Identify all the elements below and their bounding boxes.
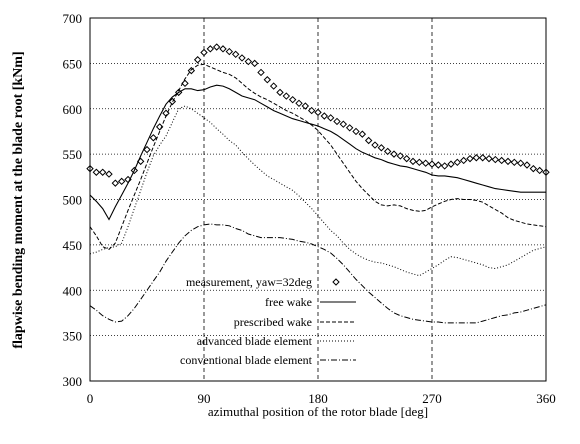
x-tick-label: 270 [422,391,442,406]
measurement-point [390,150,398,158]
y-tick-label: 700 [63,11,83,26]
measurement-point [206,45,215,53]
measurement-point [269,82,278,90]
measurement-point [333,117,341,126]
legend-marker [332,278,340,286]
x-tick-label: 0 [87,391,94,406]
legend-label: prescribed wake [234,315,312,329]
measurement-point [371,141,379,149]
measurement-point [238,54,246,62]
y-tick-label: 500 [63,193,83,208]
measurement-point [212,43,221,51]
measurement-point [453,158,462,166]
measurement-point [447,160,455,168]
measurement-point [466,154,474,163]
measurement-point [535,166,544,175]
measurement-point [117,177,126,186]
y-tick-labels: 300 350 400 450 500 550 600 650 700 [63,11,83,389]
measurement-point [491,155,500,164]
y-tick-label: 450 [63,238,83,253]
measurement-point [339,120,348,128]
x-tick-label: 90 [198,391,211,406]
y-tick-label: 350 [63,329,83,344]
measurement-point [105,170,113,178]
measurement-point [383,147,392,156]
series-line-conventional-blade-element [89,223,547,324]
series-layer [86,43,550,324]
measurement-point [149,134,158,142]
measurement-point [415,158,424,166]
measurement-point [257,68,265,77]
measurement-point [181,79,189,88]
measurement-point [472,154,481,162]
measurement-point [358,130,367,138]
measurement-point [219,45,227,53]
measurement-point [276,88,284,97]
measurement-point [307,106,316,115]
measurement-point [326,114,335,122]
measurement-point [200,48,208,57]
measurement-point [440,162,449,170]
measurement-point [478,154,487,162]
y-axis-label: flapwise bending moment at the blade roo… [11,51,26,348]
grid-lines [90,18,546,381]
measurement-point [402,154,411,163]
x-axis-label: azimuthal position of the rotor blade [d… [208,404,428,419]
measurement-point [434,161,443,169]
measurement-point [459,156,468,165]
plot-frame [89,17,547,382]
measurement-point [301,102,310,110]
measurement-point [409,157,417,166]
measurement-point [345,124,354,132]
y-tick-label: 300 [63,374,83,389]
measurement-point [282,92,291,100]
measurement-markers [86,43,550,187]
legend-label: measurement, yaw=32deg [186,275,312,289]
measurement-point [516,159,525,167]
series-line-free-wake [89,84,546,221]
y-tick-label: 600 [63,102,83,117]
measurement-point [288,95,297,104]
measurement-point [352,127,360,136]
measurement-point [225,47,234,56]
x-tick-labels: 0 90 180 270 360 [87,391,556,406]
measurement-point [314,108,322,117]
measurement-point [250,59,259,68]
measurement-point [421,159,430,167]
y-tick-label: 650 [63,56,83,71]
measurement-point [510,158,519,166]
measurement-point [143,145,151,154]
measurement-point [523,161,531,169]
measurement-point [244,57,253,66]
measurement-point [396,152,405,160]
measurement-point [497,156,506,165]
series-line-advanced-blade-element [89,105,547,277]
measurement-point [377,144,386,152]
measurement-point [485,154,493,163]
measurement-point [92,168,101,176]
legend-label: free wake [265,295,312,309]
measurement-point [231,50,240,59]
x-tick-label: 180 [308,391,328,406]
measurement-point [295,99,303,108]
legend-label: advanced blade element [197,334,313,348]
measurement-point [111,179,120,187]
measurement-point [364,136,373,145]
legend-label: conventional blade element [180,353,313,367]
measurement-point [263,76,272,84]
measurement-point [193,56,202,64]
measurement-point [428,160,436,168]
legend: measurement, yaw=32deg free wake prescribe… [180,275,356,367]
measurement-point [98,168,107,176]
measurement-point [529,164,538,173]
x-tick-label: 360 [536,391,556,406]
measurement-point [320,112,329,120]
series-line-prescribed-wake [89,63,547,250]
y-tick-label: 400 [63,283,83,298]
y-tick-label: 550 [63,147,83,162]
measurement-point [504,157,512,166]
